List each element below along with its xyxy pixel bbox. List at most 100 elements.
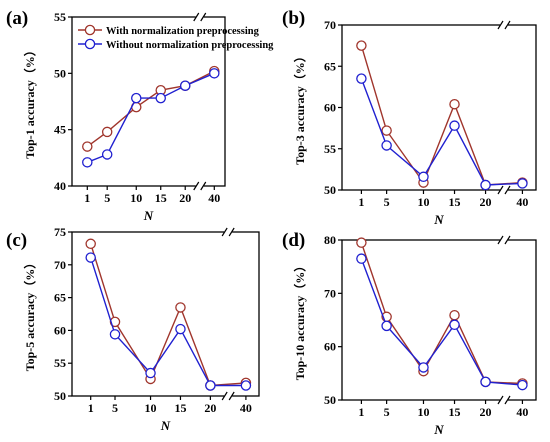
y-tick-label: 60	[54, 323, 66, 337]
plot-frame	[71, 231, 260, 397]
panel-label: (b)	[282, 8, 305, 29]
axis-break-gap	[499, 22, 508, 28]
series-line-with	[360, 45, 523, 186]
data-point	[381, 125, 392, 136]
x-tick-label: 1	[358, 405, 364, 419]
data-point	[517, 178, 528, 189]
x-tick-label: 1	[358, 195, 364, 209]
y-tick-label: 70	[54, 258, 66, 272]
x-tick-label: 20	[179, 191, 191, 205]
plot-frame	[71, 16, 226, 187]
y-tick-label: 50	[324, 393, 336, 407]
data-point	[418, 171, 429, 183]
data-point	[356, 237, 367, 248]
series-line-without	[87, 72, 215, 163]
y-tick-label: 45	[54, 123, 66, 137]
y-tick-label: 55	[54, 356, 66, 370]
x-tick-label: 10	[145, 401, 157, 415]
axis-break-mark	[200, 181, 207, 191]
axis-break-mark	[193, 12, 200, 22]
x-tick-label: 1	[88, 401, 94, 415]
panel-label: (a)	[6, 8, 28, 29]
axis-break-mark	[504, 20, 511, 30]
x-tick-label: 20	[480, 195, 492, 209]
data-point	[356, 253, 367, 264]
y-tick-label: 50	[54, 389, 66, 403]
x-tick-label: 15	[449, 405, 461, 419]
series-line-with	[90, 243, 246, 387]
axis-break-gap	[499, 397, 508, 403]
legend-marker	[84, 38, 96, 50]
data-point	[480, 179, 491, 191]
data-point	[101, 149, 113, 160]
data-point	[85, 238, 96, 250]
axis-break-mark	[193, 181, 200, 191]
data-point	[131, 92, 142, 104]
panel-1: 40 45 50 55 1 5 10 15 20 40 N Top-1 accuracy（%） (a) W…	[6, 8, 274, 223]
data-point	[209, 68, 220, 79]
axis-break-mark	[497, 20, 504, 30]
data-point	[240, 380, 252, 391]
y-tick-label: 65	[324, 59, 336, 73]
axis-break-mark	[221, 227, 228, 237]
data-point	[82, 141, 93, 152]
data-point	[449, 120, 460, 131]
y-tick-label: 60	[324, 101, 336, 115]
x-tick-label: 10	[130, 191, 142, 205]
data-point	[381, 140, 392, 151]
x-axis-label: N	[160, 418, 171, 433]
data-point	[155, 92, 166, 104]
y-tick-label: 65	[54, 291, 66, 305]
y-tick-label: 55	[324, 142, 336, 156]
x-tick-label: 5	[104, 191, 110, 205]
axis-break-mark	[497, 395, 504, 405]
data-point	[85, 252, 96, 263]
y-tick-label: 50	[54, 66, 66, 80]
axis-break-mark	[497, 235, 504, 245]
data-point	[101, 126, 113, 138]
data-point	[418, 362, 429, 373]
y-axis-label: Top-5 accuracy（%）	[22, 257, 37, 372]
y-axis-label: Top-3 accuracy（%）	[292, 50, 307, 165]
y-tick-label: 40	[54, 179, 66, 193]
x-tick-label: 5	[384, 405, 390, 419]
x-tick-label: 10	[417, 405, 429, 419]
series-line-without	[360, 78, 523, 186]
x-tick-label: 40	[240, 401, 252, 415]
axis-break-mark	[504, 185, 511, 195]
axis-break-mark	[228, 227, 235, 237]
data-point	[449, 309, 460, 321]
data-point	[109, 329, 121, 340]
axis-break-gap	[195, 183, 204, 189]
x-tick-label: 15	[449, 195, 461, 209]
x-tick-label: 40	[516, 195, 528, 209]
data-point	[449, 319, 460, 331]
y-tick-label: 60	[324, 340, 336, 354]
x-tick-label: 5	[112, 401, 118, 415]
x-tick-label: 40	[516, 405, 528, 419]
y-tick-label: 70	[324, 286, 336, 300]
legend-entry: With normalization preprocessing	[106, 26, 260, 37]
x-tick-label: 40	[208, 191, 220, 205]
axis-break-gap	[195, 14, 204, 20]
axis-break-gap	[224, 229, 233, 235]
axis-break-gap	[499, 237, 508, 243]
data-point	[175, 302, 186, 313]
data-point	[356, 73, 367, 84]
axis-break-mark	[200, 12, 207, 22]
axis-break-mark	[504, 235, 511, 245]
plot-frame	[341, 24, 537, 191]
x-axis-label: N	[433, 422, 444, 437]
data-point	[356, 40, 367, 51]
series-line-without	[360, 258, 523, 386]
y-axis-label: Top-1 accuracy（%）	[22, 44, 37, 159]
y-tick-label: 50	[324, 183, 336, 197]
axis-break-mark	[228, 391, 235, 401]
x-tick-label: 20	[204, 401, 216, 415]
plot-frame	[341, 239, 537, 401]
y-tick-label: 55	[54, 10, 66, 24]
y-axis-label: Top-10 accuracy（%）	[292, 260, 307, 381]
